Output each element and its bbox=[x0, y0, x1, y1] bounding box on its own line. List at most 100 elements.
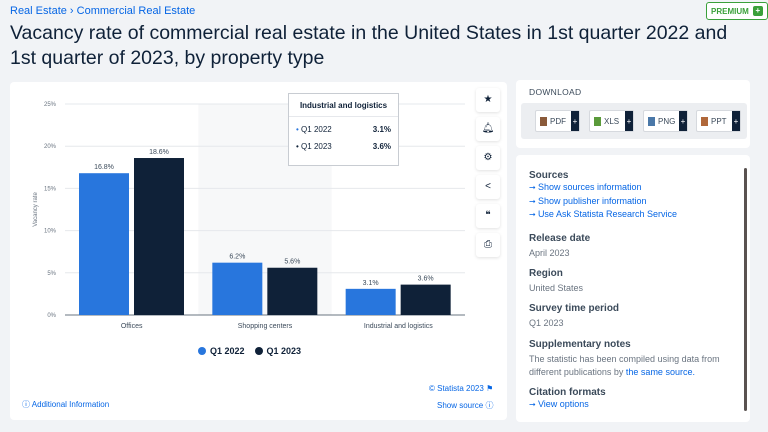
bar bbox=[79, 173, 129, 315]
same-source-link[interactable]: the same source. bbox=[625, 367, 695, 377]
period-label: Survey time period bbox=[529, 303, 620, 314]
chart-tooltip: Industrial and logistics • Q1 2022 3.1% •… bbox=[288, 93, 399, 166]
legend-dot bbox=[254, 347, 263, 355]
plus-icon: + bbox=[571, 111, 579, 131]
data-label: 16.8% bbox=[94, 164, 114, 171]
citation-label: Citation formats bbox=[529, 387, 606, 398]
additional-text: Additional Information bbox=[31, 400, 110, 409]
region-label: Region bbox=[529, 268, 563, 279]
plus-icon: + bbox=[679, 111, 687, 131]
share-button[interactable]: < bbox=[476, 175, 500, 199]
release-value: April 2023 bbox=[529, 248, 570, 258]
page-title: Vacancy rate of commercial real estate i… bbox=[10, 22, 728, 69]
tooltip-value: 3.6% bbox=[372, 142, 391, 151]
breadcrumb: Real Estate › Commercial Real Estate bbox=[10, 5, 196, 17]
y-axis-label: Vacancy rate bbox=[33, 192, 39, 227]
legend-item-q1-2023[interactable]: Q1 2023 bbox=[254, 346, 302, 356]
notes-label: Supplementary notes bbox=[529, 339, 631, 350]
notes-text: The statistic has been compiled using da… bbox=[529, 354, 720, 377]
period-section: Survey time period Q1 2023 bbox=[529, 303, 619, 330]
x-tick-label: Industrial and logistics bbox=[364, 323, 433, 330]
research-service-link[interactable]: Use Ask Statista Research Service bbox=[529, 208, 677, 222]
show-source-link[interactable]: Show source ⓘ bbox=[437, 400, 493, 411]
cite-button[interactable]: ❝ bbox=[476, 204, 500, 228]
settings-button[interactable]: ⚙ bbox=[476, 146, 500, 170]
copyright-text: © Statista 2023 bbox=[429, 384, 484, 393]
tooltip-row: • Q1 2023 3.6% bbox=[296, 142, 391, 151]
premium-label: PREMIUM bbox=[711, 6, 749, 16]
bar bbox=[400, 284, 451, 315]
additional-information-link[interactable]: ⓘ Additional Information bbox=[22, 399, 109, 410]
sources-label: Sources bbox=[529, 170, 569, 181]
y-tick-label: 10% bbox=[44, 229, 57, 235]
button-label: PNG bbox=[658, 116, 676, 126]
tooltip-label: Q1 2022 bbox=[301, 125, 332, 134]
show-publisher-link[interactable]: Show publisher information bbox=[529, 195, 677, 209]
info-panel: Sources Show sources information Show pu… bbox=[516, 155, 750, 422]
release-section: Release date April 2023 bbox=[529, 233, 590, 260]
button-label: XLS bbox=[604, 116, 620, 126]
y-tick-label: 0% bbox=[47, 313, 56, 319]
download-pdf-button[interactable]: PDF + bbox=[535, 110, 580, 132]
button-label: PDF bbox=[550, 116, 566, 126]
gear-icon: ⚙ bbox=[483, 152, 493, 163]
download-buttons: PDF + XLS + PNG + PPT + bbox=[521, 103, 747, 139]
bell-icon: 🔔︎ bbox=[481, 123, 495, 134]
y-tick-label: 15% bbox=[44, 186, 57, 192]
notify-button[interactable]: 🔔︎ bbox=[476, 117, 500, 141]
bar bbox=[267, 267, 318, 315]
tooltip-value: 3.1% bbox=[372, 125, 391, 134]
download-title: DOWNLOAD bbox=[529, 87, 582, 97]
notes-section: Supplementary notes The statistic has bee… bbox=[529, 339, 734, 379]
png-icon bbox=[648, 116, 655, 126]
y-tick-label: 25% bbox=[44, 102, 57, 108]
data-label: 18.6% bbox=[149, 149, 169, 156]
download-xls-button[interactable]: XLS + bbox=[589, 110, 634, 132]
y-tick-label: 5% bbox=[47, 271, 56, 277]
show-sources-link[interactable]: Show sources information bbox=[529, 181, 677, 195]
y-tick-label: 20% bbox=[44, 144, 57, 150]
data-label: 3.1% bbox=[363, 280, 379, 287]
breadcrumb-commercial[interactable]: Commercial Real Estate bbox=[76, 5, 196, 17]
breadcrumb-real-estate[interactable]: Real Estate bbox=[10, 5, 67, 17]
print-icon: ⎙ bbox=[484, 239, 492, 250]
data-label: 5.6% bbox=[284, 259, 300, 266]
citation-section: Citation formatsView options bbox=[529, 387, 606, 412]
print-button[interactable]: ⎙ bbox=[476, 233, 500, 257]
copyright[interactable]: © Statista 2023 ⚑ bbox=[429, 384, 493, 393]
x-tick-label: Shopping centers bbox=[238, 323, 293, 330]
view-options-link[interactable]: View options bbox=[529, 398, 606, 412]
x-tick-label: Offices bbox=[121, 323, 143, 330]
tooltip-label: Q1 2023 bbox=[301, 142, 332, 151]
flag-icon: ⚑ bbox=[486, 384, 494, 393]
download-ppt-button[interactable]: PPT + bbox=[696, 110, 741, 132]
xls-icon bbox=[594, 116, 601, 126]
data-label: 3.6% bbox=[418, 276, 434, 283]
sources-section: Sources Show sources information Show pu… bbox=[529, 170, 677, 222]
legend-dot bbox=[198, 347, 206, 355]
tooltip-title: Industrial and logistics bbox=[289, 94, 398, 117]
scrollbar[interactable] bbox=[744, 168, 747, 411]
chart-legend: Q1 2022 Q1 2023 bbox=[198, 346, 301, 356]
premium-badge[interactable]: PREMIUM + bbox=[706, 2, 768, 20]
tooltip-row: • Q1 2022 3.1% bbox=[296, 125, 391, 134]
ppt-icon bbox=[701, 116, 708, 126]
legend-item-q1-2022[interactable]: Q1 2022 bbox=[198, 346, 245, 356]
share-icon: < bbox=[485, 181, 491, 192]
bar bbox=[134, 158, 184, 315]
info-icon: ⓘ bbox=[22, 400, 30, 409]
data-label: 6.2% bbox=[229, 254, 245, 261]
bar bbox=[212, 262, 263, 315]
favorite-button[interactable]: ★ bbox=[476, 88, 500, 112]
show-source-text: Show source bbox=[437, 401, 484, 410]
period-value: Q1 2023 bbox=[529, 318, 564, 328]
plus-icon: + bbox=[732, 111, 740, 131]
button-label: PPT bbox=[711, 116, 727, 126]
region-section: Region United States bbox=[529, 268, 583, 295]
plus-icon: + bbox=[625, 111, 633, 131]
legend-label: Q1 2023 bbox=[266, 346, 302, 356]
pdf-icon bbox=[540, 116, 547, 126]
download-png-button[interactable]: PNG + bbox=[643, 110, 688, 132]
quote-icon: ❝ bbox=[485, 210, 491, 221]
info-icon: ⓘ bbox=[485, 401, 494, 410]
